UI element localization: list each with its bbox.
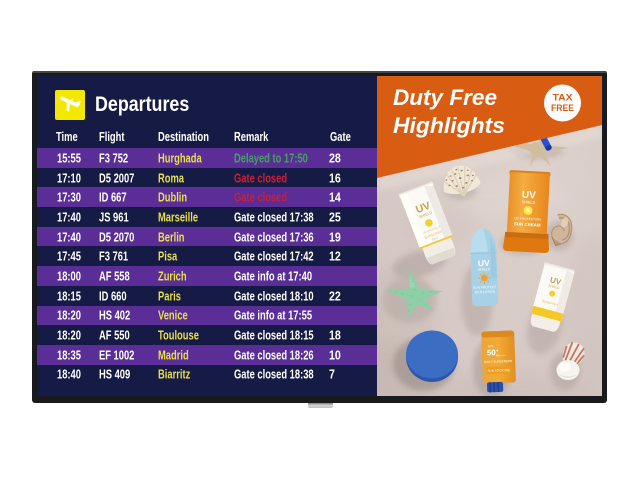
svg-text:SPF: SPF xyxy=(488,344,494,348)
svg-text:Duty Free: Duty Free xyxy=(393,85,497,110)
svg-text:+: + xyxy=(496,348,499,353)
svg-text:UV PROTECTION: UV PROTECTION xyxy=(514,216,541,221)
svg-text:SHIELD: SHIELD xyxy=(419,211,433,220)
svg-text:SUN CREAM: SUN CREAM xyxy=(514,221,541,227)
svg-text:UV: UV xyxy=(478,258,490,268)
svg-text:TAX: TAX xyxy=(553,93,574,104)
svg-text:SUN PROTECT: SUN PROTECT xyxy=(473,285,496,290)
svg-text:SHIELD: SHIELD xyxy=(478,267,491,271)
svg-text:Sunscreen: Sunscreen xyxy=(541,299,558,307)
svg-text:Sunscreen: Sunscreen xyxy=(424,228,443,239)
svg-text:SHIELD: SHIELD xyxy=(548,283,561,290)
svg-text:PA++++: PA++++ xyxy=(496,353,507,357)
svg-text:UV: UV xyxy=(414,200,432,216)
svg-text:FREE: FREE xyxy=(551,103,575,114)
svg-text:SHIELD: SHIELD xyxy=(521,200,535,205)
svg-text:Highlights: Highlights xyxy=(393,113,505,138)
svg-text:50ml: 50ml xyxy=(431,236,439,242)
svg-text:UV PROTECT: UV PROTECT xyxy=(422,225,441,235)
svg-text:50: 50 xyxy=(487,348,497,357)
svg-text:MILD LOTION: MILD LOTION xyxy=(475,290,496,295)
svg-text:UV: UV xyxy=(522,190,537,202)
svg-text:DAILY SUNSCREEN: DAILY SUNSCREEN xyxy=(484,359,512,364)
svg-text:UV: UV xyxy=(549,275,563,287)
svg-text:SUN STICK 20g: SUN STICK 20g xyxy=(488,368,510,373)
